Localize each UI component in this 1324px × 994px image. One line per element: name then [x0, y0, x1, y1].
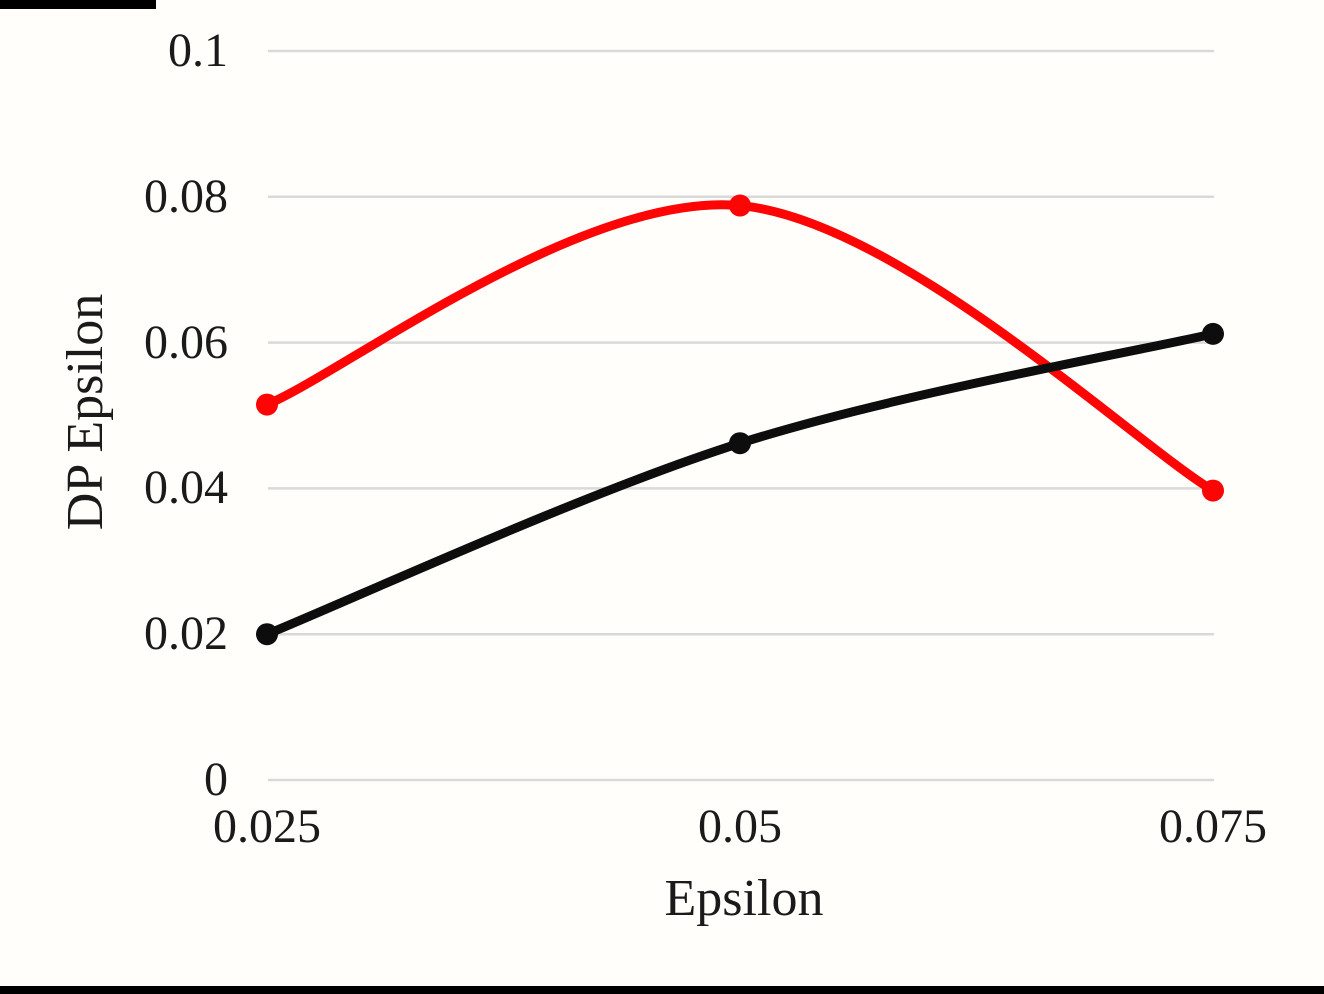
- y-tick-label-0: 0: [204, 753, 228, 806]
- y-axis-title: DP Epsilon: [57, 293, 114, 531]
- x-tick-label-0075: 0.075: [1159, 800, 1267, 853]
- y-tick-label-002: 0.02: [144, 607, 228, 661]
- y-tick-label-01: 0.1: [168, 24, 228, 77]
- scan-artifact-top-bar: [0, 0, 156, 9]
- y-tick-label-006: 0.06: [144, 315, 228, 369]
- x-tick-label-005: 0.05: [698, 800, 782, 853]
- scan-artifact-bottom-bar: [0, 986, 1324, 994]
- black-series-marker: [1202, 322, 1224, 345]
- x-tick-label-0025: 0.025: [213, 800, 321, 853]
- x-axis-title: Epsilon: [664, 870, 824, 927]
- y-tick-label-004: 0.04: [144, 461, 228, 515]
- red-series-marker: [729, 194, 751, 217]
- y-tick-label-008: 0.08: [144, 169, 228, 223]
- black-series-marker: [256, 623, 278, 646]
- red-series-marker: [256, 393, 278, 416]
- black-series-marker: [729, 432, 751, 455]
- red-series-marker: [1202, 479, 1224, 502]
